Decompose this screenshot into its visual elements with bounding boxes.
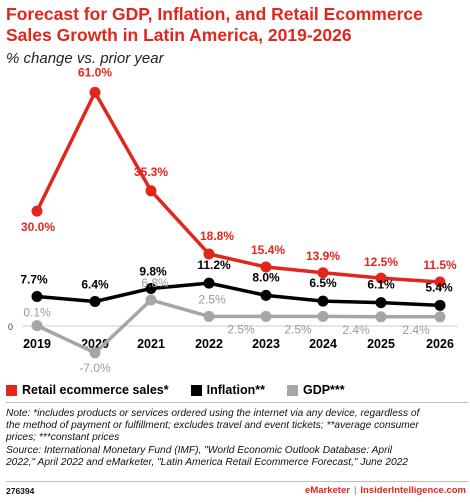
data-point-retail — [317, 267, 329, 279]
data-point-gdp — [203, 310, 215, 322]
data-label-gdp: 2.5% — [198, 292, 226, 306]
data-point-inflation — [434, 299, 446, 311]
data-label-retail: 12.5% — [364, 255, 398, 269]
data-point-gdp — [260, 310, 272, 322]
data-point-gdp — [375, 311, 387, 323]
chart-notes: Note: *includes products or services ord… — [6, 408, 468, 469]
data-label-retail: 35.3% — [134, 165, 168, 179]
brand-separator: | — [353, 485, 357, 496]
data-label-retail: 11.5% — [423, 258, 457, 272]
notes-divider — [6, 402, 468, 403]
legend-swatch-gdp — [286, 384, 298, 396]
source-line: Source: International Monetary Fund (IMF… — [6, 444, 392, 456]
data-point-inflation — [31, 291, 43, 303]
source-line: 2022," April 2022 and eMarketer, "Latin … — [6, 456, 408, 468]
data-point-gdp — [434, 311, 446, 323]
brand-emarketer[interactable]: eMarketer — [305, 485, 350, 496]
data-point-gdp — [145, 294, 157, 306]
x-tick-label: 2023 — [252, 337, 280, 351]
data-point-gdp — [317, 310, 329, 322]
data-point-retail — [434, 276, 446, 288]
x-tick-label: 2021 — [137, 337, 165, 351]
series-line-retail — [35, 90, 441, 284]
data-label-retail: 30.0% — [21, 220, 55, 234]
x-tick-label: 2026 — [426, 337, 454, 351]
data-point-inflation — [145, 282, 157, 294]
data-label-inflation: 6.5% — [309, 276, 337, 290]
data-point-retail — [145, 185, 157, 197]
chart-id: 276394 — [6, 486, 35, 496]
data-label-inflation: 6.4% — [81, 277, 109, 291]
data-point-gdp — [31, 320, 43, 332]
data-point-retail — [260, 261, 272, 273]
data-label-gdp: 2.4% — [342, 323, 370, 337]
legend-item-gdp: GDP*** — [286, 383, 345, 397]
data-label-retail: 15.4% — [251, 243, 285, 257]
footer-brand: eMarketer | InsiderIntelligence.com — [305, 485, 466, 496]
data-point-retail — [375, 272, 387, 284]
x-tick-label: 2024 — [309, 337, 337, 351]
chart-legend: Retail ecommerce sales* Inflation** GDP*… — [6, 383, 367, 397]
data-label-inflation: 9.8% — [139, 264, 167, 278]
data-label-inflation: 5.4% — [425, 280, 453, 294]
note-line: Note: *includes products or services ord… — [6, 408, 420, 419]
data-point-retail — [89, 86, 101, 98]
series-line-inflation — [36, 281, 441, 308]
data-point-gdp — [89, 347, 101, 359]
x-tick-label: 2025 — [367, 337, 395, 351]
data-label-retail: 13.9% — [306, 249, 340, 263]
y-zero-label: 0 — [8, 322, 13, 332]
data-label-retail: 61.0% — [78, 65, 112, 79]
legend-label-inflation: Inflation** — [206, 383, 265, 397]
legend-label-retail: Retail ecommerce sales* — [22, 383, 169, 397]
data-label-gdp: 2.5% — [284, 322, 312, 336]
legend-item-retail: Retail ecommerce sales* — [6, 383, 169, 397]
data-point-retail — [203, 248, 215, 260]
chart-subtitle: % change vs. prior year — [6, 50, 164, 67]
data-label-inflation: 8.0% — [252, 270, 280, 284]
data-label-gdp: 0.1% — [23, 306, 51, 320]
data-label-inflation: 11.2% — [197, 258, 231, 272]
data-label-inflation: 6.1% — [367, 278, 395, 292]
data-point-inflation — [375, 297, 387, 309]
data-point-retail — [31, 205, 43, 217]
chart-title: Forecast for GDP, Inflation, and Retail … — [6, 4, 466, 46]
footer-divider — [6, 481, 468, 482]
data-label-gdp: 2.5% — [227, 322, 255, 336]
chart-title-line1: Forecast for GDP, Inflation, and Retail … — [6, 4, 423, 24]
data-label-inflation: 7.7% — [20, 273, 48, 287]
data-point-inflation — [89, 295, 101, 307]
note-line: the method of payment or fulfillment; ex… — [6, 420, 419, 432]
data-point-inflation — [260, 289, 272, 301]
data-label-gdp: -7.0% — [79, 361, 111, 375]
data-point-inflation — [203, 277, 215, 289]
x-tick-label: 2022 — [195, 337, 223, 351]
data-label-gdp: 2.4% — [402, 323, 430, 337]
legend-label-gdp: GDP*** — [302, 383, 345, 397]
legend-item-inflation: Inflation** — [190, 383, 265, 397]
x-tick-label: 2019 — [23, 337, 51, 351]
series-line-gdp — [36, 298, 440, 355]
chart-title-line2: Sales Growth in Latin America, 2019-2026 — [6, 25, 352, 45]
legend-swatch-retail — [6, 384, 17, 396]
note-line: prices; ***constant prices — [6, 432, 120, 444]
brand-insider-intelligence[interactable]: InsiderIntelligence.com — [360, 485, 466, 496]
legend-swatch-inflation — [190, 384, 202, 396]
data-point-inflation — [317, 295, 329, 307]
data-label-retail: 18.8% — [200, 229, 234, 243]
data-label-gdp: 6.8% — [141, 276, 169, 290]
